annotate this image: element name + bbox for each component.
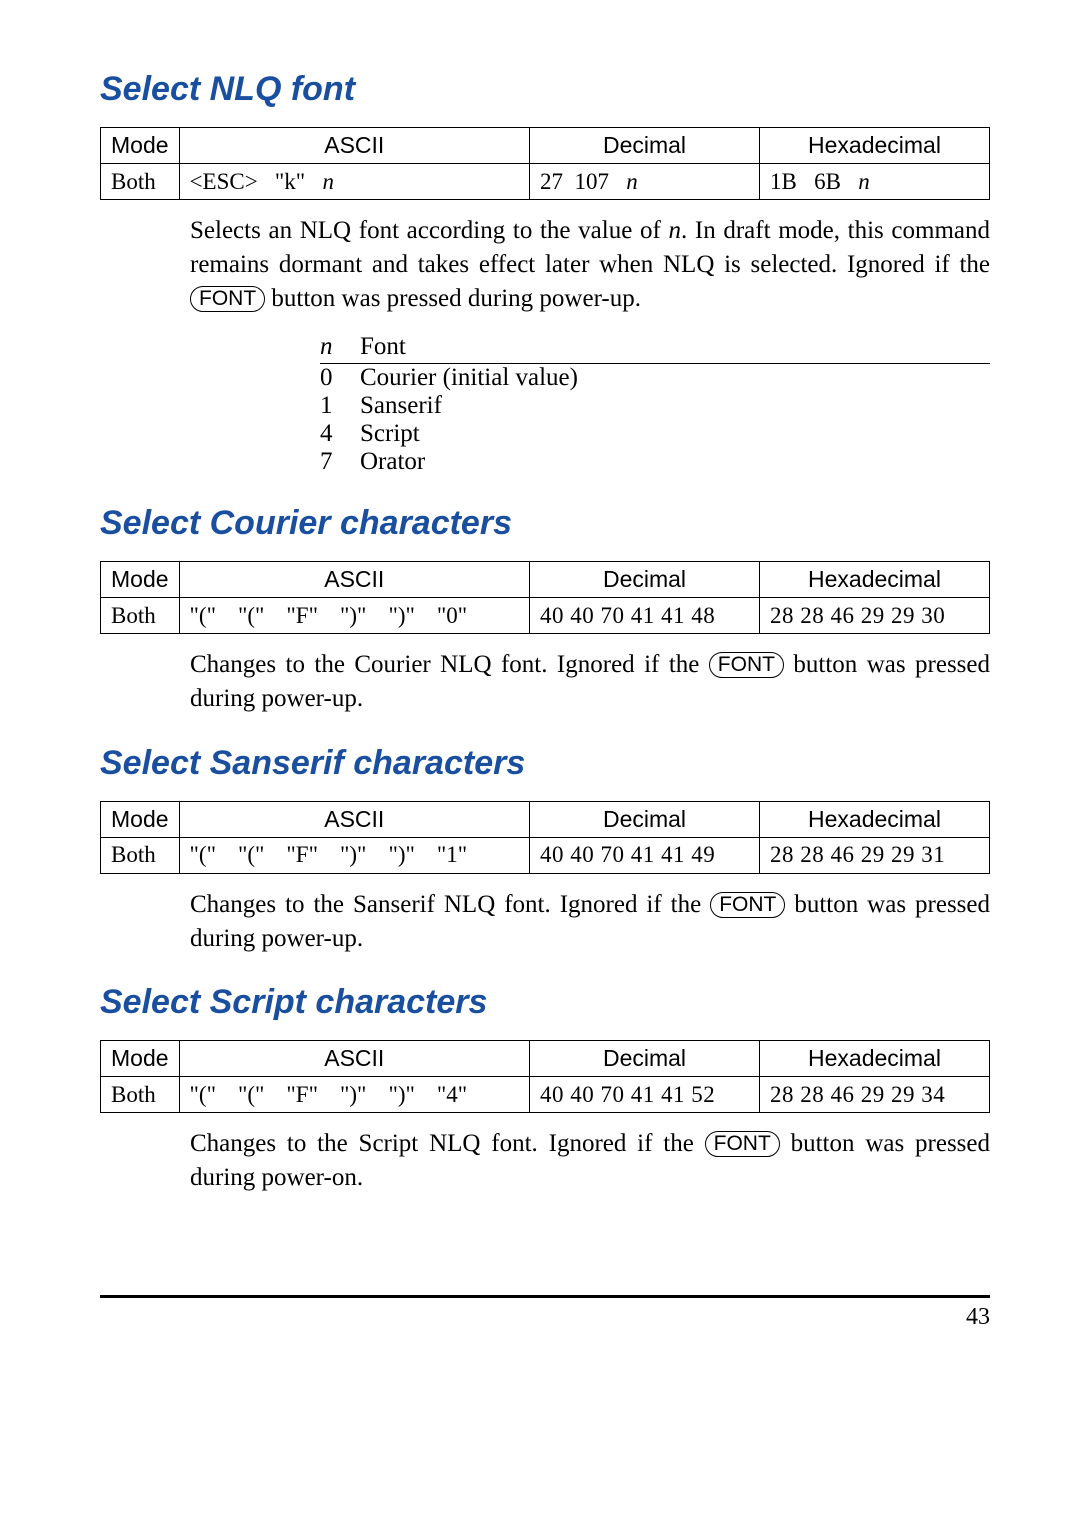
- td-mode: Both: [101, 1077, 180, 1113]
- th-hex: Hexadecimal: [760, 562, 990, 598]
- font-button: FONT: [190, 286, 265, 312]
- td-hex: 28 28 46 29 29 34: [760, 1077, 990, 1113]
- th-hex: Hexadecimal: [760, 128, 990, 164]
- nfont-n: 7: [320, 448, 360, 476]
- nfont-header-n: n: [320, 333, 360, 361]
- th-mode: Mode: [101, 801, 180, 837]
- command-table-courier: Mode ASCII Decimal Hexadecimal Both "(""…: [100, 561, 990, 634]
- command-table-sanserif: Mode ASCII Decimal Hexadecimal Both "(""…: [100, 801, 990, 874]
- th-ascii: ASCII: [179, 801, 529, 837]
- page-number: 43: [966, 1304, 990, 1330]
- td-mode: Both: [101, 598, 180, 634]
- font-button: FONT: [705, 1131, 780, 1157]
- td-ascii: "(""(""F"")"")""4": [179, 1077, 529, 1113]
- th-decimal: Decimal: [530, 801, 760, 837]
- th-ascii: ASCII: [179, 128, 529, 164]
- font-button: FONT: [710, 892, 785, 918]
- td-hex: 1B 6B n: [760, 164, 990, 200]
- td-decimal: 40 40 70 41 41 49: [530, 837, 760, 873]
- th-decimal: Decimal: [530, 1041, 760, 1077]
- desc-sanserif: Changes to the Sanserif NLQ font. Ignore…: [190, 888, 990, 956]
- desc-script: Changes to the Script NLQ font. Ignored …: [190, 1127, 990, 1195]
- td-hex: 28 28 46 29 29 31: [760, 837, 990, 873]
- th-decimal: Decimal: [530, 562, 760, 598]
- th-mode: Mode: [101, 1041, 180, 1077]
- th-ascii: ASCII: [179, 562, 529, 598]
- nfont-name: Courier (initial value): [360, 364, 990, 392]
- nfont-header-font: Font: [360, 333, 990, 361]
- th-decimal: Decimal: [530, 128, 760, 164]
- nfont-table: n Font 0Courier (initial value) 1Sanseri…: [320, 333, 990, 476]
- page-footer: 43: [100, 1295, 990, 1331]
- desc-nlq: Selects an NLQ font according to the val…: [190, 214, 990, 315]
- desc-courier: Changes to the Courier NLQ font. Ignored…: [190, 648, 990, 716]
- td-hex: 28 28 46 29 29 30: [760, 598, 990, 634]
- td-ascii: <ESC> "k" n: [179, 164, 529, 200]
- nfont-name: Sanserif: [360, 392, 990, 420]
- th-mode: Mode: [101, 128, 180, 164]
- nfont-n: 1: [320, 392, 360, 420]
- td-decimal: 40 40 70 41 41 48: [530, 598, 760, 634]
- section-title-courier: Select Courier characters: [100, 504, 990, 543]
- td-decimal: 27 107 n: [530, 164, 760, 200]
- command-table-nlq: Mode ASCII Decimal Hexadecimal Both <ESC…: [100, 127, 990, 200]
- section-title-script: Select Script characters: [100, 983, 990, 1022]
- th-ascii: ASCII: [179, 1041, 529, 1077]
- section-title-nlq: Select NLQ font: [100, 70, 990, 109]
- nfont-n: 4: [320, 420, 360, 448]
- section-title-sanserif: Select Sanserif characters: [100, 744, 990, 783]
- th-hex: Hexadecimal: [760, 1041, 990, 1077]
- nfont-name: Script: [360, 420, 990, 448]
- td-ascii: "(""(""F"")"")""1": [179, 837, 529, 873]
- nfont-n: 0: [320, 364, 360, 392]
- td-mode: Both: [101, 837, 180, 873]
- nfont-name: Orator: [360, 448, 990, 476]
- th-hex: Hexadecimal: [760, 801, 990, 837]
- td-decimal: 40 40 70 41 41 52: [530, 1077, 760, 1113]
- td-ascii: "(""(""F"")"")""0": [179, 598, 529, 634]
- command-table-script: Mode ASCII Decimal Hexadecimal Both "(""…: [100, 1040, 990, 1113]
- td-mode: Both: [101, 164, 180, 200]
- font-button: FONT: [709, 652, 784, 678]
- th-mode: Mode: [101, 562, 180, 598]
